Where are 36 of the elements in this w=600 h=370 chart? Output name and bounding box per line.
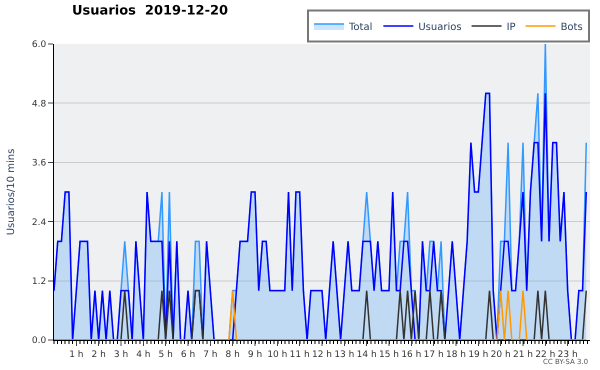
x-tick-label: 12 h — [312, 350, 332, 360]
y-tick-label: 0.0 — [32, 336, 46, 346]
x-tick-label: 2 h — [92, 350, 106, 360]
x-tick-label: 5 h — [158, 350, 173, 360]
x-tick-label: 9 h — [248, 350, 262, 360]
x-tick-label: 13 h — [334, 350, 354, 360]
y-tick-label: 6.0 — [32, 40, 46, 50]
x-tick-label: 17 h — [424, 350, 444, 360]
line-series — [54, 92, 588, 340]
y-tick-label: 1.2 — [32, 276, 46, 287]
x-tick-label: 3 h — [114, 350, 128, 360]
x-tick-label: 7 h — [203, 350, 218, 360]
y-tick-label: 2.4 — [32, 218, 46, 228]
x-tick-label: 1 h — [69, 350, 84, 360]
x-tick-label: 8 h — [226, 350, 240, 360]
y-tick-label: 3.6 — [32, 158, 46, 169]
legend-label: IP — [506, 22, 516, 33]
x-tick-label: 6 h — [180, 350, 196, 360]
x-tick-label: 11 h — [290, 350, 310, 360]
y-tick-label: 4.8 — [32, 99, 46, 110]
x-tick-label: 23 h — [558, 350, 578, 360]
x-tick-label: 15 h — [378, 350, 400, 360]
legend-label: Total — [348, 22, 372, 33]
x-tick-label: 14 h — [356, 350, 377, 360]
x-tick-label: 4 h — [136, 350, 150, 360]
x-tick-label: 16 h — [401, 350, 422, 360]
x-tick-label: 20 h — [490, 350, 511, 360]
x-tick-label: 10 h — [267, 350, 288, 360]
x-tick-label: 21 h — [512, 350, 534, 360]
legend-label: Bots — [560, 22, 583, 33]
y-axis-title: Usuarios/10 mins — [6, 148, 17, 236]
legend-label: Usuarios — [418, 22, 462, 33]
x-tick-label: 19 h — [468, 350, 488, 360]
chart-title: Usuarios 2019-12-20 — [72, 4, 228, 19]
x-tick-label: 22 h — [535, 350, 556, 360]
x-tick-label: 18 h — [446, 350, 466, 360]
